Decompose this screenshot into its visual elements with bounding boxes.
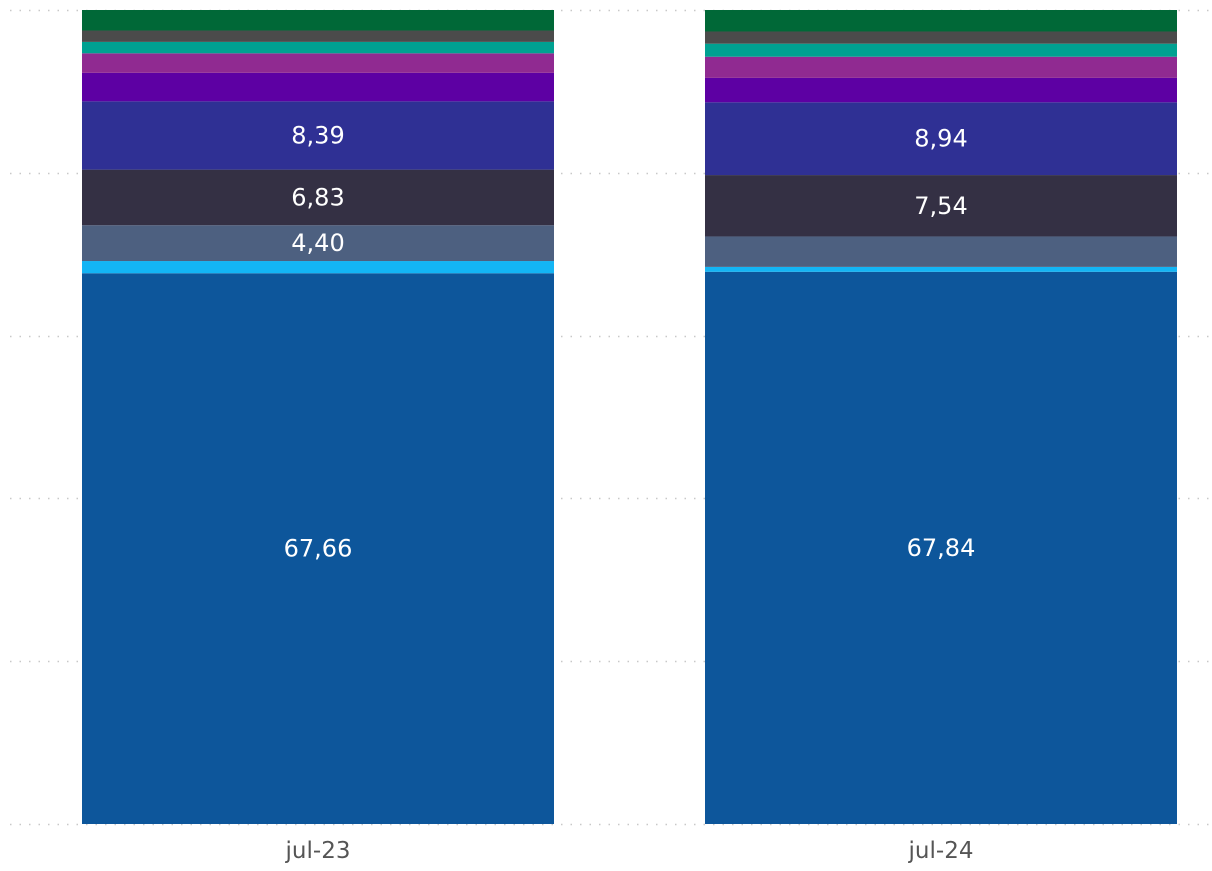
data-label: 8,94 <box>914 125 967 153</box>
x-tick-label: jul-24 <box>908 838 974 864</box>
data-label: 7,54 <box>914 192 967 220</box>
data-label: 8,39 <box>291 121 344 149</box>
bar-segment[interactable] <box>705 271 1177 824</box>
bar-segment[interactable] <box>82 41 554 54</box>
bar-segment[interactable] <box>705 31 1177 44</box>
bar-segment[interactable] <box>705 175 1177 237</box>
bar-segment[interactable] <box>705 56 1177 78</box>
bar-segment[interactable] <box>82 72 554 102</box>
bar-segment[interactable] <box>82 273 554 825</box>
bar-segment[interactable] <box>82 101 554 170</box>
bar-segment[interactable] <box>82 169 554 226</box>
bar-segment[interactable] <box>705 236 1177 267</box>
bar-segment[interactable] <box>82 10 554 31</box>
data-label: 6,83 <box>291 183 344 211</box>
data-label: 4,40 <box>291 229 344 257</box>
data-label: 67,84 <box>907 534 976 562</box>
bar-segment[interactable] <box>705 266 1177 272</box>
bar-segment[interactable] <box>82 30 554 42</box>
data-labels: 67,66 4,40 6,83 8,39 67,84 7,54 8,94 <box>284 121 976 562</box>
data-label: 67,66 <box>284 535 353 563</box>
bar-segment[interactable] <box>705 10 1177 32</box>
bar-segment[interactable] <box>82 225 554 262</box>
bar-segment[interactable] <box>705 43 1177 57</box>
x-axis: jul-23 jul-24 <box>285 838 974 864</box>
x-tick-label: jul-23 <box>285 838 351 864</box>
bars <box>82 10 1177 825</box>
bar-segment[interactable] <box>705 77 1177 103</box>
bar-segment[interactable] <box>82 261 554 274</box>
bar-segment[interactable] <box>82 53 554 73</box>
bar-segment[interactable] <box>705 102 1177 176</box>
